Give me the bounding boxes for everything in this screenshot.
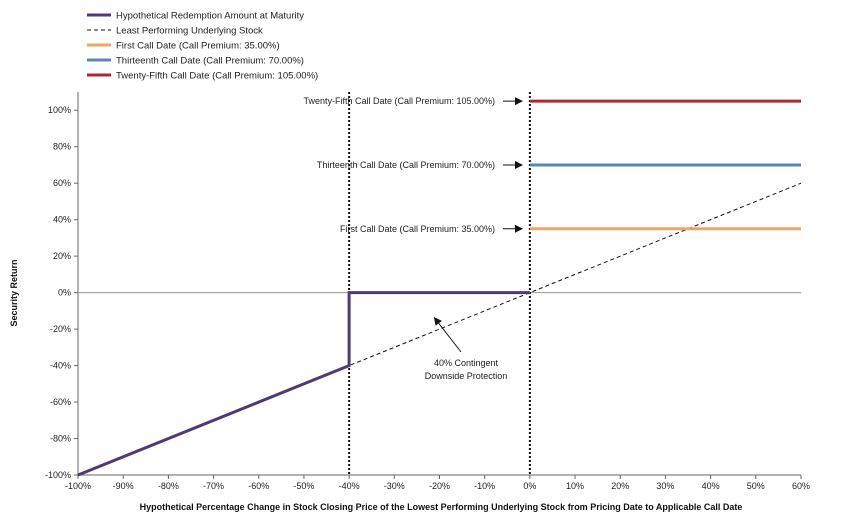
x-tick-label: 20% <box>611 481 629 491</box>
x-tick-label: -80% <box>158 481 179 491</box>
series-line <box>77 291 530 477</box>
y-tick-label: -40% <box>50 361 71 371</box>
legend-entry: Thirteenth Call Date (Call Premium: 70.0… <box>116 56 304 67</box>
legend-entry: First Call Date (Call Premium: 35.00%) <box>116 41 280 52</box>
x-tick-label: 60% <box>792 481 810 491</box>
vertical-markers <box>348 92 531 475</box>
series-group <box>77 99 802 477</box>
axes: -100% -80% -60% -40% -20% 0% 20% 40% 60% 80% 100% -… <box>45 92 810 491</box>
x-tick-label: -20% <box>429 481 450 491</box>
x-tick-label: -50% <box>293 481 314 491</box>
call-date-annotation: Thirteenth Call Date (Call Premium: 70.0… <box>317 160 495 170</box>
x-tick-label: -70% <box>203 481 224 491</box>
y-axis-label: Security Return <box>9 259 19 326</box>
x-tick-label: 30% <box>656 481 674 491</box>
x-tick-label: -100% <box>65 481 91 491</box>
y-tick-label: 100% <box>48 105 71 115</box>
x-tick-label: -40% <box>339 481 360 491</box>
x-axis-label: Hypothetical Percentage Change in Stock … <box>140 502 743 512</box>
x-tick-label: -10% <box>474 481 495 491</box>
x-tick-label: 50% <box>747 481 765 491</box>
y-tick-label: -100% <box>45 470 71 480</box>
x-tick-label: 40% <box>702 481 720 491</box>
legend: Hypothetical Redemption Amount at Maturi… <box>87 11 318 82</box>
protection-annotation: Downside Protection <box>425 371 508 381</box>
y-tick-label: 20% <box>53 251 71 261</box>
x-tick-label: -30% <box>384 481 405 491</box>
x-tick-label: -90% <box>113 481 134 491</box>
y-tick-label: -60% <box>50 397 71 407</box>
y-tick-label: 40% <box>53 215 71 225</box>
legend-entry: Hypothetical Redemption Amount at Maturi… <box>116 11 304 22</box>
protection-arrow <box>433 317 462 353</box>
legend-entry: Twenty-Fifth Call Date (Call Premium: 10… <box>116 71 318 82</box>
y-tick-label: 0% <box>58 288 71 298</box>
legend-entry: Least Performing Underlying Stock <box>116 26 263 37</box>
annotations: Twenty-Fifth Call Date (Call Premium: 10… <box>303 96 523 381</box>
y-tick-label: -20% <box>50 324 71 334</box>
x-tick-label: 0% <box>523 481 536 491</box>
protection-annotation: 40% Contingent <box>434 358 499 368</box>
x-tick-label: -60% <box>248 481 269 491</box>
y-tick-label: 60% <box>53 178 71 188</box>
call-date-annotation: Twenty-Fifth Call Date (Call Premium: 10… <box>303 96 495 106</box>
y-tick-label: -80% <box>50 434 71 444</box>
call-date-annotation: First Call Date (Call Premium: 35.00%) <box>340 224 495 234</box>
y-tick-label: 80% <box>53 142 71 152</box>
x-tick-label: 10% <box>566 481 584 491</box>
